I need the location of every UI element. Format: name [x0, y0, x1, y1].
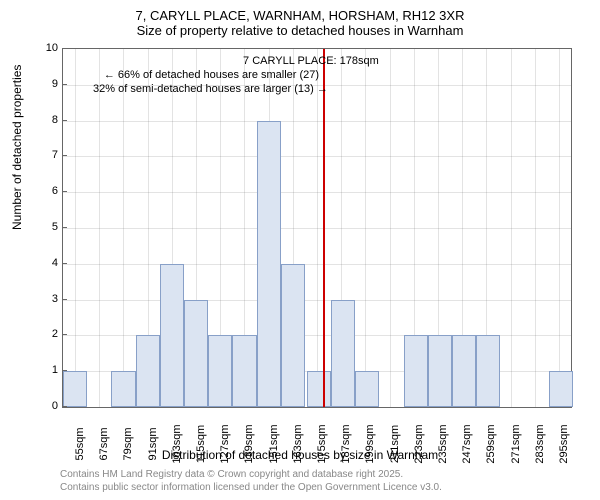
- chart-container: 7, CARYLL PLACE, WARNHAM, HORSHAM, RH12 …: [0, 0, 600, 500]
- histogram-bar: [404, 335, 428, 407]
- histogram-bar: [208, 335, 232, 407]
- histogram-bar: [136, 335, 160, 407]
- ytick-label: 8: [52, 114, 58, 126]
- footer-line-1: Contains HM Land Registry data © Crown c…: [60, 468, 442, 481]
- histogram-bar: [476, 335, 500, 407]
- ytick-label: 9: [52, 78, 58, 90]
- histogram-bar: [549, 371, 573, 407]
- ytick-label: 6: [52, 185, 58, 197]
- histogram-bar: [428, 335, 452, 407]
- histogram-bar: [355, 371, 379, 407]
- property-marker-line: [323, 49, 325, 407]
- ytick-label: 5: [52, 221, 58, 233]
- gridline-v: [535, 49, 536, 407]
- gridline-v: [365, 49, 366, 407]
- gridline-v: [390, 49, 391, 407]
- histogram-bar: [452, 335, 476, 407]
- ytick-label: 10: [46, 42, 58, 54]
- histogram-bar: [281, 264, 305, 407]
- ytick-mark: [62, 48, 67, 49]
- ytick-mark: [62, 120, 67, 121]
- ytick-mark: [62, 406, 67, 407]
- ytick-mark: [62, 263, 67, 264]
- ytick-mark: [62, 299, 67, 300]
- histogram-bar: [307, 371, 331, 407]
- ytick-label: 0: [52, 400, 58, 412]
- ytick-mark: [62, 191, 67, 192]
- gridline-v: [559, 49, 560, 407]
- x-axis-label: Distribution of detached houses by size …: [0, 448, 600, 462]
- y-axis-label: Number of detached properties: [10, 65, 24, 230]
- histogram-bar: [257, 121, 281, 407]
- ytick-label: 7: [52, 149, 58, 161]
- ytick-label: 1: [52, 364, 58, 376]
- annotation-left: ← 66% of detached houses are smaller (27…: [104, 69, 319, 81]
- annotation-title: 7 CARYLL PLACE: 178sqm: [243, 55, 379, 67]
- histogram-bar: [331, 300, 355, 407]
- gridline-v: [75, 49, 76, 407]
- chart-title-main: 7, CARYLL PLACE, WARNHAM, HORSHAM, RH12 …: [0, 0, 600, 23]
- ytick-label: 2: [52, 328, 58, 340]
- histogram-bar: [160, 264, 184, 407]
- ytick-mark: [62, 155, 67, 156]
- ytick-label: 3: [52, 293, 58, 305]
- annotation-right: 32% of semi-detached houses are larger (…: [93, 83, 328, 95]
- histogram-bar: [63, 371, 87, 407]
- chart-title-sub: Size of property relative to detached ho…: [0, 23, 600, 42]
- gridline-v: [317, 49, 318, 407]
- ytick-mark: [62, 334, 67, 335]
- gridline-v: [511, 49, 512, 407]
- gridline-v: [123, 49, 124, 407]
- histogram-bar: [184, 300, 208, 407]
- ytick-mark: [62, 370, 67, 371]
- histogram-bar: [232, 335, 256, 407]
- ytick-mark: [62, 84, 67, 85]
- histogram-bar: [111, 371, 135, 407]
- ytick-label: 4: [52, 257, 58, 269]
- footer-line-2: Contains public sector information licen…: [60, 481, 442, 494]
- footer-attribution: Contains HM Land Registry data © Crown c…: [60, 468, 442, 494]
- plot-area: 7 CARYLL PLACE: 178sqm ← 66% of detached …: [62, 48, 572, 408]
- ytick-mark: [62, 227, 67, 228]
- gridline-v: [99, 49, 100, 407]
